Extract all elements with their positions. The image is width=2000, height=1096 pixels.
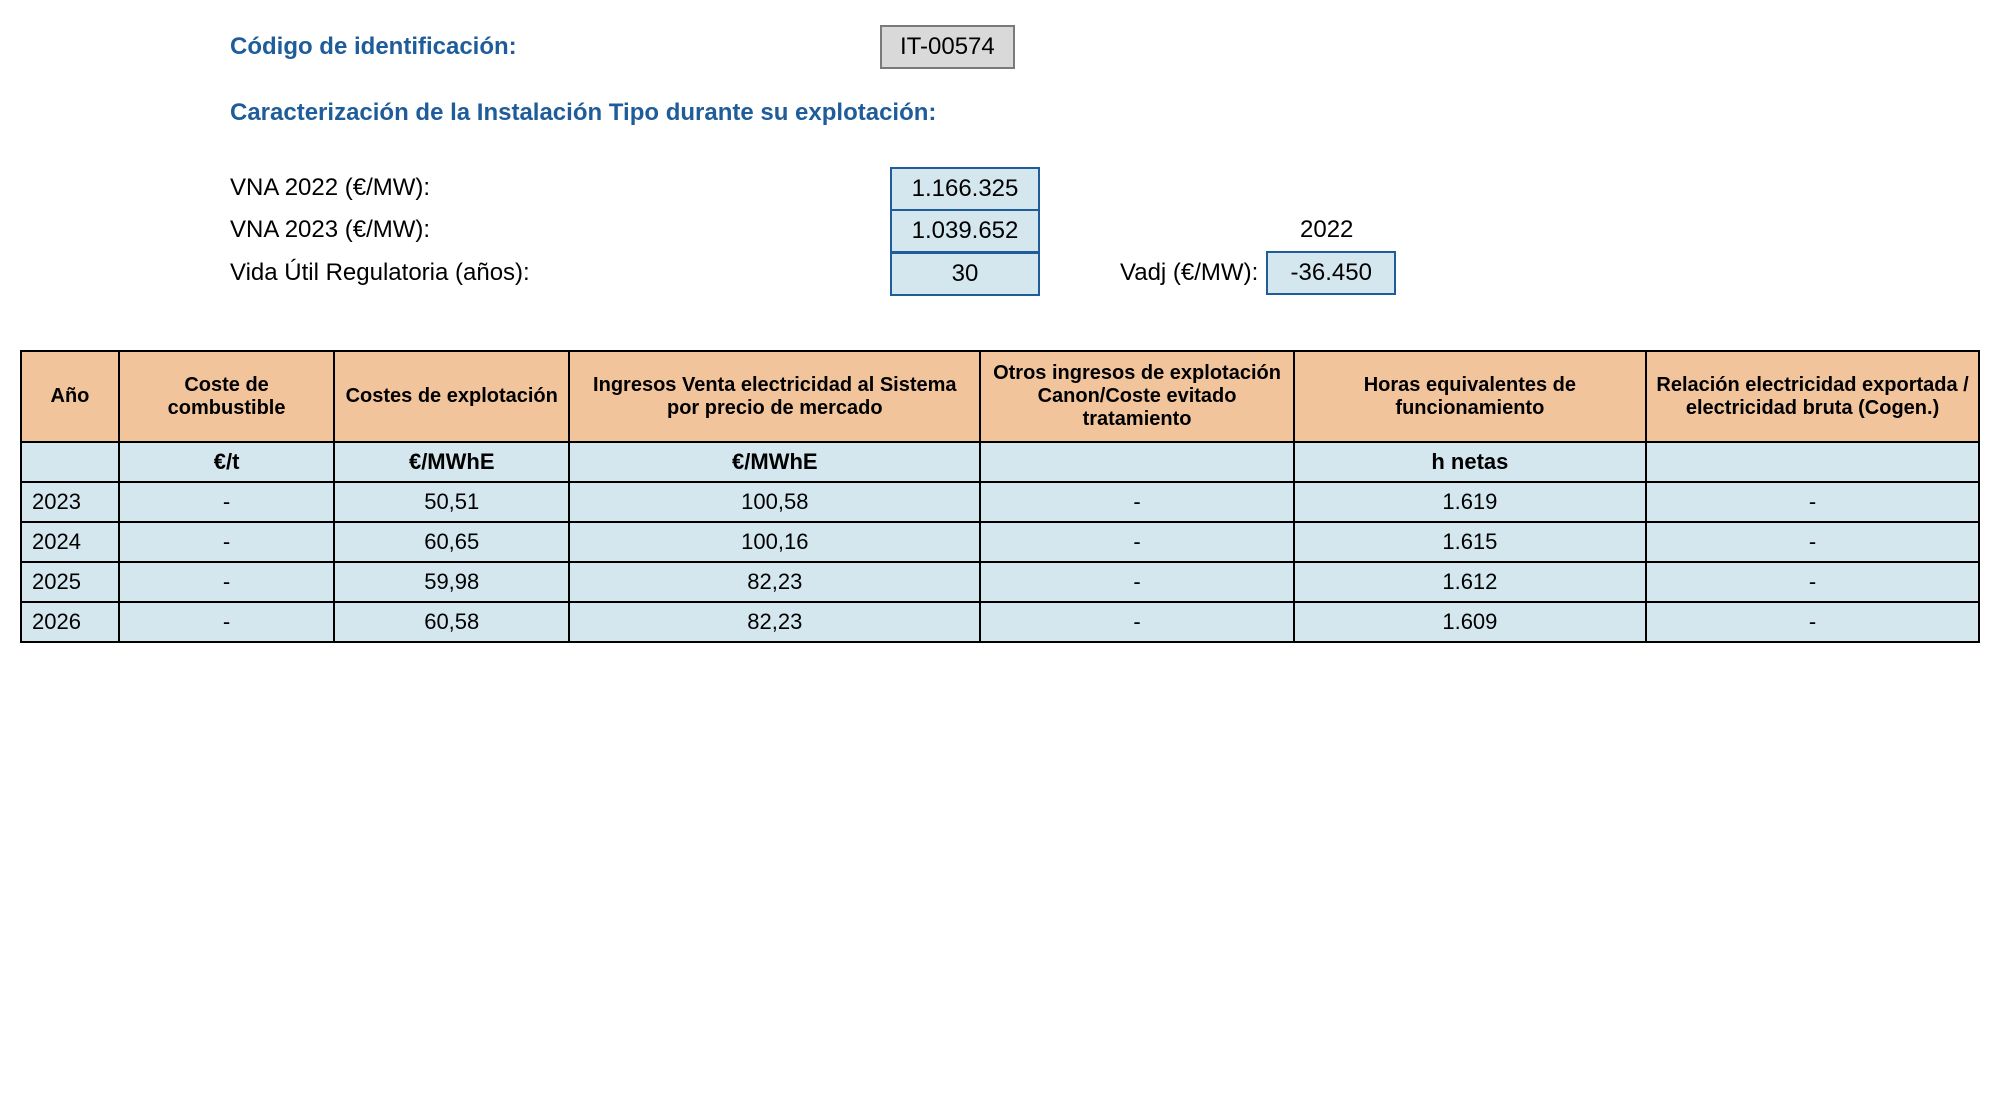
cell: - xyxy=(980,522,1293,562)
param-label-vna2022: VNA 2022 (€/MW): xyxy=(230,168,890,208)
cell: - xyxy=(119,562,334,602)
cell: 100,58 xyxy=(569,482,980,522)
cell: 50,51 xyxy=(334,482,569,522)
cell: - xyxy=(119,522,334,562)
unit-costes: €/MWhE xyxy=(334,442,569,482)
cell: 59,98 xyxy=(334,562,569,602)
cell: - xyxy=(1646,562,1979,602)
unit-combust: €/t xyxy=(119,442,334,482)
cell: 2023 xyxy=(21,482,119,522)
col-combust: Coste de combustible xyxy=(119,351,334,442)
header-block: Código de identificación: IT-00574 Carac… xyxy=(230,25,1980,295)
table-header-row: Año Coste de combustible Costes de explo… xyxy=(21,351,1979,442)
cell: - xyxy=(980,562,1293,602)
codigo-row: Código de identificación: IT-00574 xyxy=(230,25,1980,69)
table-row: 2024 - 60,65 100,16 - 1.615 - xyxy=(21,522,1979,562)
unit-ano xyxy=(21,442,119,482)
param-label-vna2023: VNA 2023 (€/MW): xyxy=(230,210,890,250)
vadj-label: Vadj (€/MW): xyxy=(1120,259,1258,287)
subtitle-row: Caracterización de la Instalación Tipo d… xyxy=(230,99,1980,127)
table-row: 2023 - 50,51 100,58 - 1.619 - xyxy=(21,482,1979,522)
cell: 2024 xyxy=(21,522,119,562)
table-head: Año Coste de combustible Costes de explo… xyxy=(21,351,1979,442)
cell: - xyxy=(980,482,1293,522)
cell: - xyxy=(119,482,334,522)
table-row: 2025 - 59,98 82,23 - 1.612 - xyxy=(21,562,1979,602)
subtitle-text: Caracterización de la Instalación Tipo d… xyxy=(230,99,936,127)
param-value-vna2023: 1.039.652 xyxy=(890,209,1040,253)
cell: - xyxy=(980,602,1293,642)
data-table: Año Coste de combustible Costes de explo… xyxy=(20,350,1980,643)
col-costes: Costes de explotación xyxy=(334,351,569,442)
param-row-vna2022: VNA 2022 (€/MW): 1.166.325 xyxy=(230,167,1980,209)
col-ano: Año xyxy=(21,351,119,442)
param-value-vna2022: 1.166.325 xyxy=(890,167,1040,211)
cell: 82,23 xyxy=(569,562,980,602)
cell: 1.612 xyxy=(1294,562,1646,602)
cell: 2025 xyxy=(21,562,119,602)
cell: 82,23 xyxy=(569,602,980,642)
cell: 60,65 xyxy=(334,522,569,562)
codigo-label: Código de identificación: xyxy=(230,33,880,61)
cell: - xyxy=(1646,602,1979,642)
col-ingresos: Ingresos Venta electricidad al Sistema p… xyxy=(569,351,980,442)
cell: 1.619 xyxy=(1294,482,1646,522)
cell: 2026 xyxy=(21,602,119,642)
cell: - xyxy=(119,602,334,642)
col-horas: Horas equivalentes de funcionamiento xyxy=(1294,351,1646,442)
vadj-value: -36.450 xyxy=(1266,251,1396,295)
unit-horas: h netas xyxy=(1294,442,1646,482)
cell: - xyxy=(1646,522,1979,562)
param-row-vna2023: VNA 2023 (€/MW): 1.039.652 2022 xyxy=(230,209,1980,251)
codigo-value-box: IT-00574 xyxy=(880,25,1015,69)
cell: - xyxy=(1646,482,1979,522)
unit-relacion xyxy=(1646,442,1979,482)
param-row-vida: Vida Útil Regulatoria (años): 30 Vadj (€… xyxy=(230,251,1980,295)
cell: 1.609 xyxy=(1294,602,1646,642)
col-relacion: Relación electricidad exportada / electr… xyxy=(1646,351,1979,442)
table-body: €/t €/MWhE €/MWhE h netas 2023 - 50,51 1… xyxy=(21,442,1979,642)
col-otros: Otros ingresos de explotación Canon/Cost… xyxy=(980,351,1293,442)
param-label-vida: Vida Útil Regulatoria (años): xyxy=(230,253,890,293)
unit-ingresos: €/MWhE xyxy=(569,442,980,482)
unit-otros xyxy=(980,442,1293,482)
cell: 100,16 xyxy=(569,522,980,562)
table-row: 2026 - 60,58 82,23 - 1.609 - xyxy=(21,602,1979,642)
table-units-row: €/t €/MWhE €/MWhE h netas xyxy=(21,442,1979,482)
cell: 60,58 xyxy=(334,602,569,642)
year-reference: 2022 xyxy=(1300,216,1353,244)
cell: 1.615 xyxy=(1294,522,1646,562)
param-value-vida: 30 xyxy=(890,252,1040,296)
